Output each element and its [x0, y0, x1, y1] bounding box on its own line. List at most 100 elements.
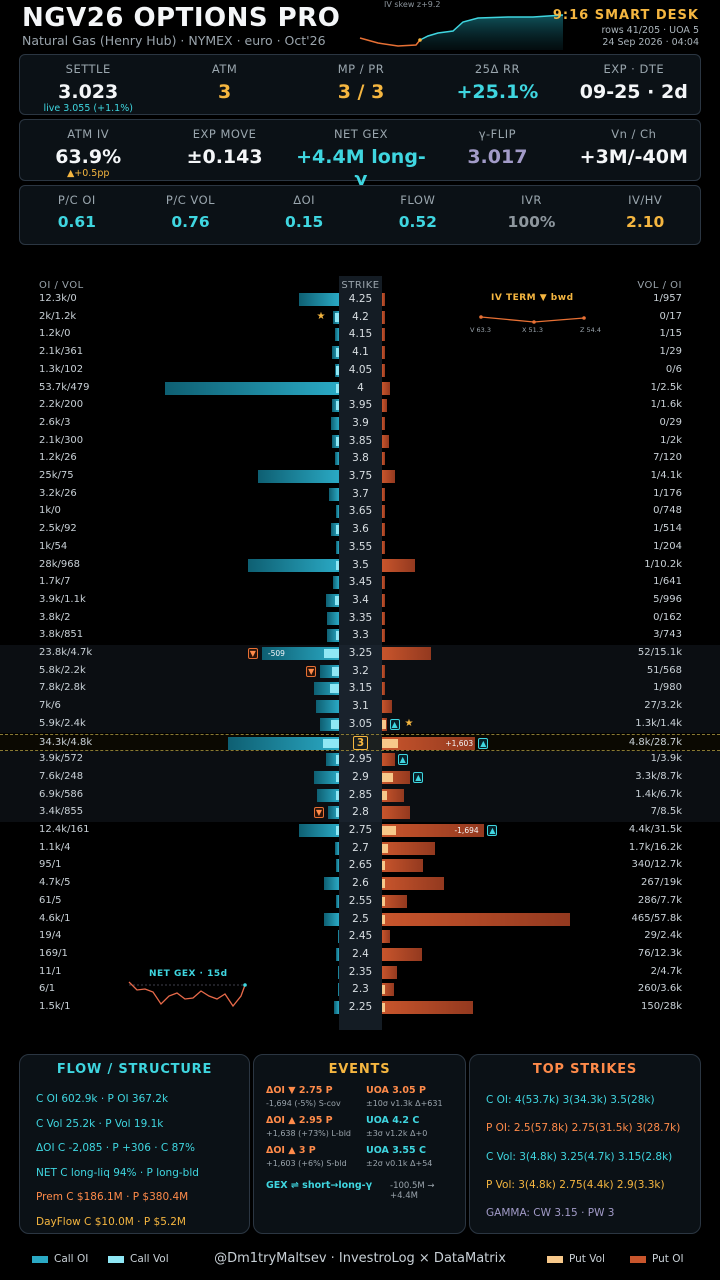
call-oi-vol: 5.8k/2.2k — [39, 664, 86, 676]
event-headline[interactable]: ΔOI ▼ 2.75 P — [266, 1085, 333, 1096]
ladder-row[interactable]: 3.9k/572 1/3.9k 2.95 ▲ — [0, 751, 720, 769]
put-oi-bar — [382, 700, 393, 714]
ladder-row[interactable]: 2.2k/200 1/1.6k 3.95 — [0, 397, 720, 415]
call-oi-vol: 25k/75 — [39, 470, 74, 481]
put-oi-bar — [382, 576, 385, 590]
strike-label: 2.35 — [339, 966, 382, 978]
ladder-row[interactable]: 25k/75 1/4.1k 3.75 — [0, 468, 720, 486]
stat-net-gex: NET GEX +4.4M long-γ — [293, 120, 429, 190]
ladder-row[interactable]: 7.8k/2.8k 1/980 3.15 — [0, 680, 720, 699]
ladder-row[interactable]: 4.7k/5 267/19k 2.6 — [0, 875, 720, 893]
flow-line: C Vol 25.2k · P Vol 19.1k — [36, 1117, 164, 1130]
put-oi-bar — [382, 877, 444, 891]
ladder-row[interactable]: 3.8k/851 3/743 3.3 — [0, 627, 720, 645]
ladder-row[interactable]: 1k/54 1/204 3.55 — [0, 539, 720, 557]
strike-value: 2.7 — [352, 841, 369, 854]
stat-value: 3 — [217, 81, 232, 103]
ladder-row[interactable]: 1.3k/102 0/6 4.05 — [0, 362, 720, 380]
strike-value: 3.3 — [352, 629, 369, 642]
stat-exp-move: EXP MOVE ±0.143 — [156, 120, 292, 168]
ladder-row[interactable]: 169/1 76/12.3k 2.4 — [0, 946, 720, 964]
put-oi-bar — [382, 629, 385, 643]
strike-label: 3.05 — [339, 718, 382, 730]
call-oi-vol: 2k/1.2k — [39, 310, 77, 322]
call-oi-vol: 7k/6 — [39, 700, 61, 712]
ladder-row[interactable]: 34.3k/4.8k 4.8k/28.7k 3 ▲ +1,603 — [0, 733, 720, 752]
gex-regime-value: -100.5M → +4.4M — [390, 1181, 435, 1201]
ladder-row[interactable]: 3.8k/2 0/162 3.35 — [0, 610, 720, 628]
top-strikes-box: TOP STRIKES C OI: 4(53.7k) 3(34.3k) 3.5(… — [469, 1054, 701, 1234]
ladder-row[interactable]: 95/1 340/12.7k 2.65 — [0, 857, 720, 875]
event-headline[interactable]: ΔOI ▲ 2.95 P — [266, 1115, 333, 1126]
call-oi-vol: 95/1 — [39, 859, 62, 871]
ladder-row[interactable]: 61/5 286/7.7k 2.55 — [0, 893, 720, 911]
ladder-row[interactable]: 1.7k/7 1/641 3.45 — [0, 574, 720, 592]
call-oi-vol: 4.6k/1 — [39, 912, 71, 924]
put-oi-bar — [382, 736, 476, 750]
stat-value: 0.15 — [285, 213, 324, 231]
ladder-row[interactable]: 23.8k/4.7k 52/15.1k 3.25 ▼ -509 — [0, 645, 720, 663]
stat-flip: γ-FLIP 3.017 — [429, 120, 565, 168]
event-headline[interactable]: ΔOI ▲ 3 P — [266, 1145, 316, 1156]
ladder-row[interactable]: 5.8k/2.2k 51/568 3.2 ▼ — [0, 662, 720, 681]
call-oi-vol: 11/1 — [39, 965, 62, 977]
ladder-row[interactable]: 19/4 29/2.4k 2.45 — [0, 928, 720, 946]
ladder-row[interactable]: 6.9k/586 1.4k/6.7k 2.85 — [0, 786, 720, 805]
put-oi-swatch — [630, 1256, 646, 1263]
event-headline[interactable]: UOA 3.55 C — [366, 1145, 426, 1156]
vol-oi-header: VOL / OI — [637, 280, 682, 291]
ladder-row[interactable]: 2.6k/3 0/29 3.9 — [0, 415, 720, 433]
put-vol-oi: 1.4k/6.7k — [635, 788, 682, 800]
strike-label: 4.25 — [339, 293, 382, 305]
ladder-row[interactable]: 3.2k/26 1/176 3.7 — [0, 486, 720, 504]
strike-value: 4.25 — [348, 293, 373, 305]
ladder-row[interactable]: 3.4k/855 7/8.5k 2.8 ▼ — [0, 804, 720, 822]
put-oi-bar — [382, 912, 570, 926]
call-vol-bar — [331, 719, 339, 729]
ladder-row[interactable]: 1k/0 0/748 3.65 — [0, 503, 720, 521]
stat-label: FLOW — [400, 193, 436, 207]
top_strikes-line: GAMMA: CW 3.15 · PW 3 — [486, 1207, 615, 1220]
ladder-row[interactable]: 2.1k/300 1/2k 3.85 — [0, 433, 720, 451]
call-oi-vol: 23.8k/4.7k — [39, 647, 93, 658]
top_strikes-line: C OI: 4(53.7k) 3(34.3k) 3.5(28k) — [486, 1094, 655, 1106]
strike-value: 3.6 — [352, 523, 369, 536]
event-headline[interactable]: UOA 4.2 C — [366, 1115, 420, 1126]
ladder-row[interactable]: 5.9k/2.4k 1.3k/1.4k 3.05 ▲ ★ — [0, 715, 720, 734]
ladder-row[interactable]: 4.6k/1 465/57.8k 2.5 — [0, 911, 720, 929]
put-oi-bar — [382, 381, 391, 395]
flow-line: ΔOI C -2,085 · P +306 · C 87% — [36, 1142, 195, 1154]
ladder-row[interactable]: 53.7k/479 1/2.5k 4 — [0, 380, 720, 398]
ladder-row[interactable]: 1.1k/4 1.7k/16.2k 2.7 — [0, 840, 720, 858]
ladder-row[interactable]: 12.4k/161 4.4k/31.5k 2.75 ▲ -1,694 — [0, 822, 720, 840]
ladder-row[interactable]: 7.6k/248 3.3k/8.7k 2.9 ▲ — [0, 768, 720, 787]
stat-settle: SETTLE 3.023 live 3.055 (+1.1%) — [20, 55, 156, 114]
ladder-row[interactable]: 1.2k/26 7/120 3.8 — [0, 450, 720, 468]
ladder-row[interactable]: 2.5k/92 1/514 3.6 — [0, 521, 720, 539]
event-headline[interactable]: UOA 3.05 P — [366, 1085, 426, 1096]
strike-label: 2.65 — [339, 859, 382, 871]
ladder-row[interactable]: 2k/1.2k 0/17 4.2 ★ — [0, 309, 720, 327]
put-vol-oi: 51/568 — [646, 664, 682, 676]
ladder-row[interactable]: 1.5k/1 150/28k 2.25 — [0, 999, 720, 1017]
call-oi-bar — [316, 788, 339, 802]
call-vol-bar — [335, 560, 339, 570]
iv-term-label-x: X 51.3 — [522, 326, 543, 334]
oi-vol-header: OI / VOL — [39, 280, 84, 291]
ladder-row[interactable]: 11/1 2/4.7k 2.35 — [0, 964, 720, 982]
put-oi-bar — [382, 558, 416, 572]
ladder-row[interactable]: 28k/968 1/10.2k 3.5 — [0, 557, 720, 575]
strike-label: 3.25 — [339, 647, 382, 659]
ladder-row[interactable]: 7k/6 27/3.2k 3.1 — [0, 698, 720, 716]
strike-label: 3.35 — [339, 612, 382, 624]
ladder-row[interactable]: 2.1k/361 1/29 4.1 — [0, 344, 720, 362]
ladder-row[interactable]: 3.9k/1.1k 5/996 3.4 — [0, 592, 720, 610]
ladder-row[interactable]: 12.3k/0 1/957 4.25 — [0, 291, 720, 309]
put-oi-bar — [382, 505, 385, 519]
ladder-row[interactable]: 6/1 260/3.6k 2.3 — [0, 981, 720, 999]
stat-value: 0.52 — [398, 213, 437, 231]
ladder-row[interactable]: 1.2k/0 1/15 4.15 — [0, 326, 720, 344]
strike-value: 3.4 — [352, 593, 369, 606]
put-vol-bar — [382, 719, 387, 729]
strike-label: 3.75 — [339, 470, 382, 482]
